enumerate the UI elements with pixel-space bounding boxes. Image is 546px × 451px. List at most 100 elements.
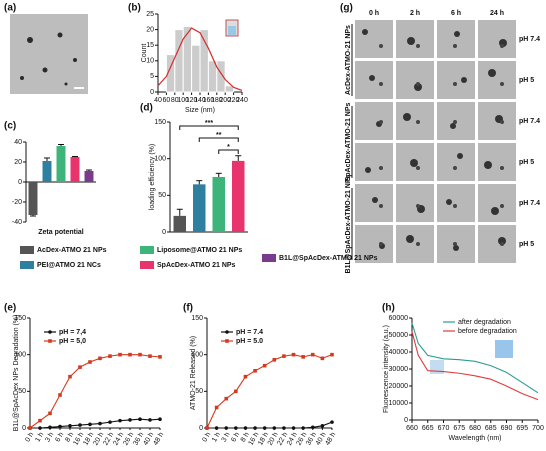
x-tick-label: 680 <box>469 425 481 432</box>
tem-particle <box>453 166 457 170</box>
y-tick-label: 20000 <box>389 383 409 390</box>
legend-marker <box>225 339 229 343</box>
y-tick-label: 0 <box>22 425 26 432</box>
y-axis-label: B1L@SpAcDex NPs Degradation (%) <box>13 315 20 432</box>
y-tick-label: 50000 <box>389 332 409 339</box>
point <box>253 426 257 430</box>
legend-label: after degradation <box>458 319 511 326</box>
tem-image <box>355 225 393 263</box>
tem-image <box>355 143 393 181</box>
tem-particle <box>453 82 457 86</box>
point <box>310 352 315 357</box>
legend-marker <box>48 339 52 343</box>
bar <box>28 182 38 215</box>
y-tick-label: 5 <box>150 73 154 80</box>
hist-bar <box>182 25 193 93</box>
y-tick-label: 100 <box>191 352 203 359</box>
tem-image <box>437 20 475 58</box>
tem-particle <box>379 120 383 124</box>
tem-particle <box>416 166 420 170</box>
tem-particle <box>488 69 496 77</box>
sig-label: * <box>227 144 230 151</box>
point <box>320 356 325 361</box>
x-tick-label: 140 <box>194 97 206 104</box>
point <box>330 420 334 424</box>
point <box>224 396 229 401</box>
point <box>58 424 62 429</box>
x-tick-label: 1 h <box>34 431 45 443</box>
legend-label: pH = 7,4 <box>59 329 86 336</box>
point <box>88 360 92 364</box>
tem-particle <box>500 120 504 124</box>
y-tick-label: 0 <box>18 179 22 186</box>
x-tick-label: 665 <box>422 425 434 432</box>
point <box>282 426 286 430</box>
x-tick-label: 40 <box>154 97 162 104</box>
row-label: pH 7.4 <box>519 200 540 207</box>
point <box>291 426 296 430</box>
tem-particle <box>379 44 383 48</box>
x-tick-label: 685 <box>485 425 497 432</box>
tem-particle <box>500 44 504 48</box>
legend-label: pH = 5.0 <box>236 338 263 345</box>
y-tick-label: 0 <box>162 229 166 236</box>
bar <box>232 160 245 232</box>
point <box>88 422 92 427</box>
sig-bracket <box>179 125 239 130</box>
hist-bar <box>191 44 201 93</box>
point <box>28 426 32 430</box>
tem-particle <box>453 242 457 246</box>
sig-bracket <box>218 149 239 154</box>
y-tick-label: 0 <box>404 417 408 424</box>
tem-particle <box>457 153 463 159</box>
x-tick-label: 0 h <box>201 431 212 443</box>
point <box>234 426 238 430</box>
bar <box>84 171 94 182</box>
point <box>68 424 72 428</box>
x-tick-label: 8 h <box>64 431 75 443</box>
group-label: SpAcDex-ATMO-21 NPs <box>345 102 352 181</box>
legend-swatch <box>262 254 276 262</box>
tem-particle <box>406 235 414 243</box>
x-tick-label: 220 <box>228 97 240 104</box>
inset-image <box>495 340 513 358</box>
legend-label: B1L@SpAcDex-ATMO 21 NPs <box>279 255 378 262</box>
point <box>38 426 42 430</box>
y-axis-label: loading efficiency (%) <box>149 144 156 210</box>
tem-particle <box>453 44 457 48</box>
point <box>214 426 219 430</box>
point <box>128 418 132 422</box>
y-tick-label: 15 <box>146 42 154 49</box>
point <box>128 352 132 357</box>
row-label: pH 7.4 <box>519 36 540 43</box>
tem-particle <box>491 207 499 215</box>
row-label: pH 5 <box>519 241 534 248</box>
point <box>272 358 277 362</box>
point <box>243 374 248 379</box>
point <box>262 426 267 430</box>
panel-label: (h) <box>382 303 395 314</box>
x-tick-label: 700 <box>532 425 544 432</box>
tem-particle <box>416 82 420 86</box>
x-tick-label: 6 h <box>54 431 65 443</box>
y-axis-label: Fluorescence intensity (a.u.) <box>383 325 390 413</box>
y-tick-label: 50 <box>195 388 203 395</box>
x-tick-label: 160 <box>203 97 215 104</box>
point <box>272 426 277 430</box>
x-tick-label: 6 h <box>230 431 241 443</box>
tem-image <box>478 61 516 99</box>
bar <box>173 215 186 232</box>
y-tick-label: 150 <box>14 315 26 322</box>
point <box>320 424 325 428</box>
panel-label: (e) <box>4 303 16 314</box>
y-tick-label: 0 <box>150 89 154 96</box>
series-line <box>411 322 539 394</box>
legend-swatch <box>140 261 154 269</box>
x-tick-label: 80 <box>171 97 179 104</box>
tem-particle <box>416 242 420 246</box>
y-tick-label: 10 <box>146 58 154 65</box>
legend-label: AcDex-ATMO 21 NPs <box>37 247 107 254</box>
bar <box>56 146 66 182</box>
tem-particle <box>500 204 504 208</box>
